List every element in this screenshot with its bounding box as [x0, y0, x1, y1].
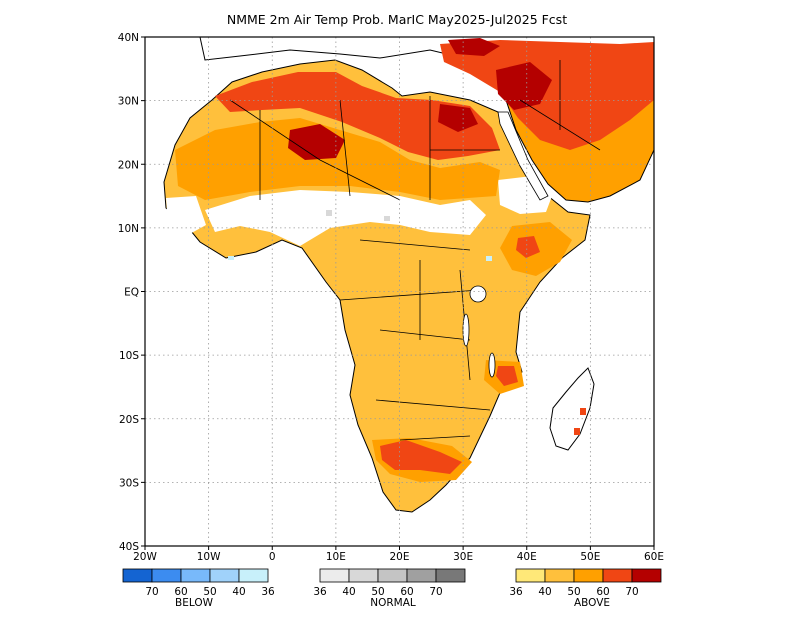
- legend: 70 60 50 40 36 BELOW 36 40 50 60 70 NORMAL 36 40 50 60 7…: [122, 568, 662, 609]
- above-legend-label: 60: [596, 586, 609, 598]
- above-legend-title: ABOVE: [574, 597, 610, 609]
- normal-legend-label: 36: [313, 586, 327, 598]
- above-legend-swatch: [515, 568, 546, 583]
- below-speck-2: [228, 256, 234, 260]
- above-legend-label: 36: [509, 586, 523, 598]
- below-legend-swatch: [151, 568, 182, 583]
- above-legend-label: 40: [538, 586, 551, 598]
- lat-tick-label: 40S: [119, 541, 139, 553]
- normal-speck-1: [326, 210, 332, 216]
- red-sea: [497, 111, 549, 201]
- lon-tick-label: 40E: [517, 551, 537, 563]
- lat-tick-label: 10S: [119, 350, 139, 362]
- lat-tick-label: 30S: [119, 477, 139, 489]
- above-60-horn: [516, 236, 540, 258]
- map-area: [163, 37, 654, 513]
- lat-tick-label: 20S: [119, 414, 139, 426]
- above-legend-swatch: [573, 568, 604, 583]
- lat-tick-label: 30N: [118, 96, 139, 108]
- below-legend-label: 60: [174, 586, 187, 598]
- lake-tanganyika: [462, 313, 470, 347]
- lon-tick-label: 60E: [644, 551, 664, 563]
- map-gridlines: [145, 37, 654, 546]
- no-signal-sahel: [205, 190, 486, 246]
- lon-tick-label: 10E: [326, 551, 346, 563]
- below-legend-title: BELOW: [175, 597, 214, 609]
- above-60-sahara: [215, 72, 500, 160]
- above-60-middle-east: [440, 40, 654, 150]
- above-50-west-africa: [175, 118, 500, 200]
- above-legend-swatch: [631, 568, 662, 583]
- normal-legend-swatch: [319, 568, 350, 583]
- lat-tick-label: EQ: [124, 287, 139, 299]
- normal-speck-2: [384, 216, 390, 221]
- madagascar-red-2: [574, 428, 580, 435]
- below-legend-swatch: [180, 568, 211, 583]
- madagascar-island: [549, 367, 595, 451]
- above-legend-label: 70: [625, 586, 638, 598]
- normal-legend-swatch: [435, 568, 466, 583]
- below-speck-1: [486, 256, 492, 261]
- normal-legend-label: 40: [342, 586, 355, 598]
- above-60-mozambique: [496, 366, 518, 386]
- below-legend-label: 36: [261, 586, 275, 598]
- normal-legend-swatch: [406, 568, 437, 583]
- above-70-north-mideast: [448, 38, 500, 56]
- normal-legend-label: 70: [429, 586, 442, 598]
- below-legend-label: 50: [203, 586, 216, 598]
- below-legend-swatch: [122, 568, 153, 583]
- above-70-levant: [496, 62, 552, 110]
- lon-tick-label: 20E: [390, 551, 410, 563]
- normal-legend-label: 50: [371, 586, 384, 598]
- below-legend-swatch: [238, 568, 269, 583]
- madagascar-red-1: [580, 408, 586, 415]
- lon-tick-label: 10W: [197, 551, 221, 563]
- below-legend-swatch: [209, 568, 240, 583]
- normal-legend-swatch: [348, 568, 379, 583]
- lon-tick-label: 0: [269, 551, 276, 563]
- normal-legend-title: NORMAL: [370, 597, 416, 609]
- above-legend-label: 50: [567, 586, 580, 598]
- below-legend-label: 40: [232, 586, 245, 598]
- lat-tick-label: 40N: [118, 32, 139, 44]
- lake-victoria: [469, 285, 487, 303]
- lon-tick-label: 50E: [580, 551, 600, 563]
- normal-legend-label: 60: [400, 586, 413, 598]
- map-title: NMME 2m Air Temp Prob. MarIC May2025-Jul…: [227, 12, 567, 27]
- above-70-sahara: [288, 124, 345, 160]
- above-legend-swatch: [602, 568, 633, 583]
- below-legend-label: 70: [145, 586, 158, 598]
- lat-tick-label: 20N: [118, 159, 139, 171]
- above-60-south-africa: [380, 440, 462, 474]
- lon-tick-label: 20W: [133, 551, 157, 563]
- above-70-egypt: [438, 104, 478, 132]
- lon-tick-label: 30E: [453, 551, 473, 563]
- above-legend-swatch: [544, 568, 575, 583]
- lake-malawi: [488, 352, 496, 378]
- lat-tick-label: 10N: [118, 223, 139, 235]
- no-signal-west-coast: [166, 196, 206, 236]
- normal-legend-swatch: [377, 568, 408, 583]
